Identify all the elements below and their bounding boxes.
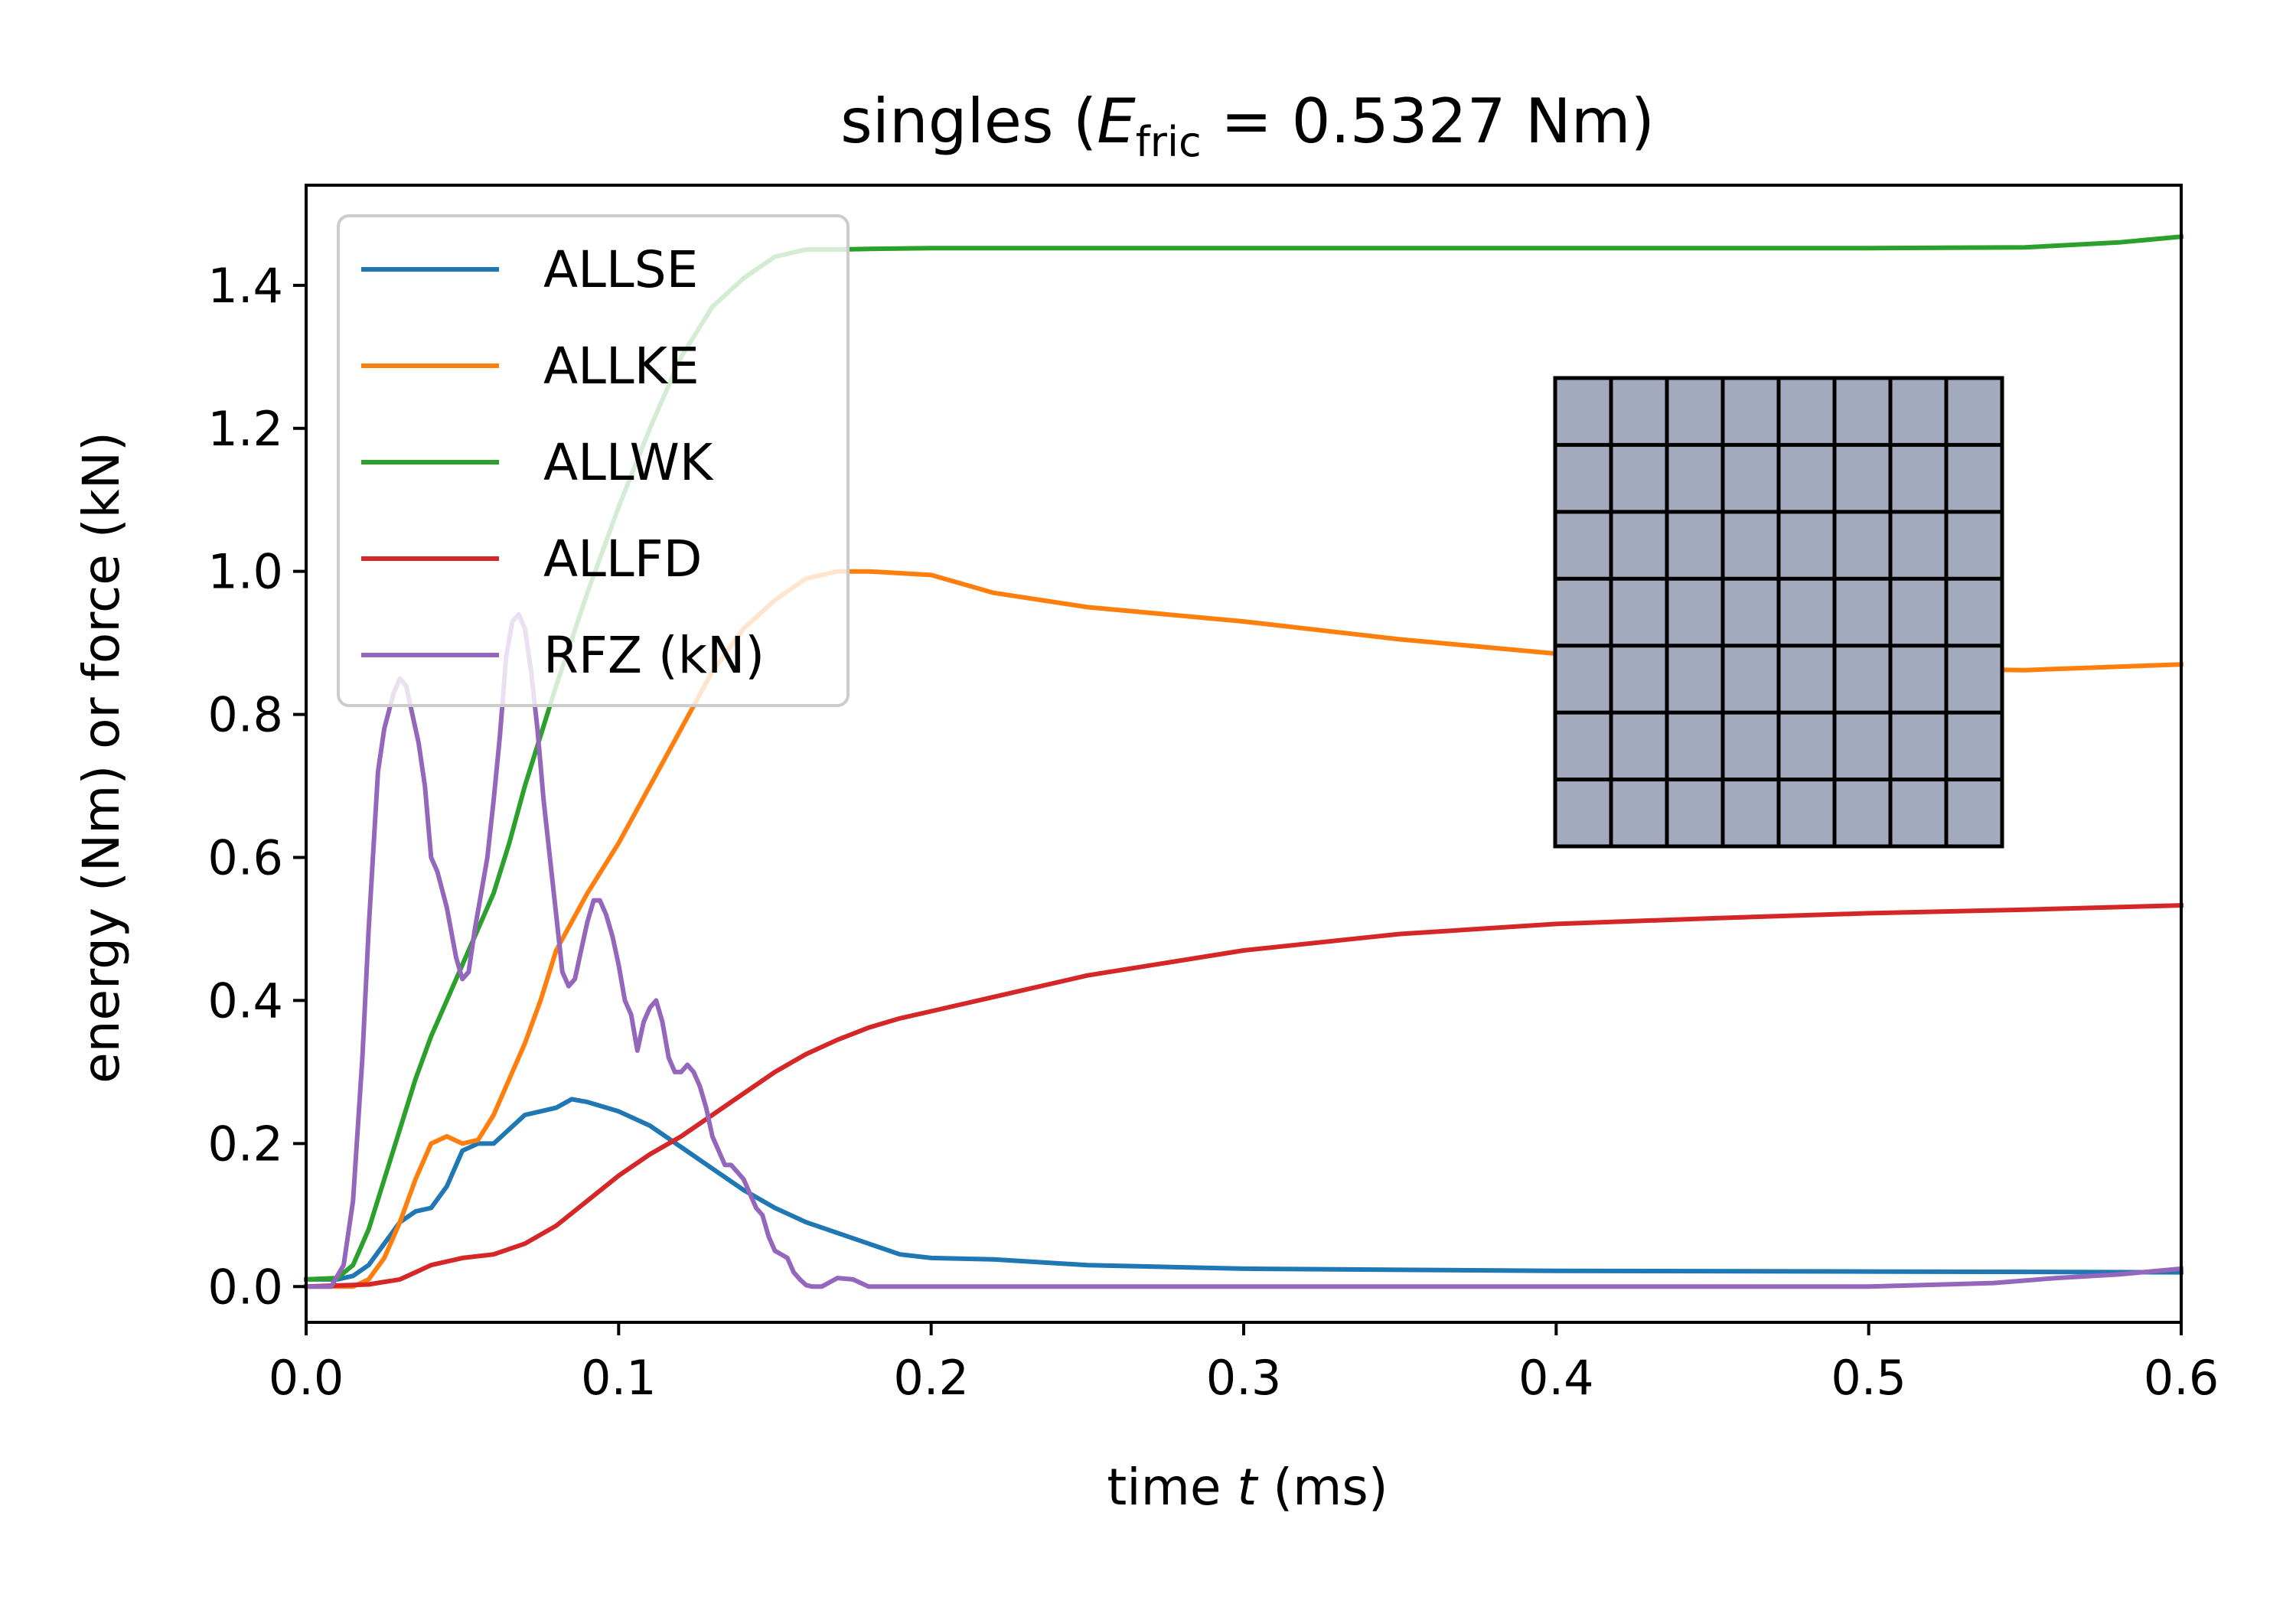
- x-axis-label-suffix: (ms): [1257, 1458, 1388, 1517]
- x-tick-label: 0.3: [1206, 1350, 1282, 1406]
- y-tick-label: 1.2: [207, 401, 283, 457]
- legend-label: ALLKE: [543, 337, 700, 396]
- x-tick-label: 0.6: [2144, 1350, 2219, 1406]
- legend-box: [337, 214, 850, 707]
- y-tick-label: 1.0: [207, 544, 283, 600]
- chart-title-prefix: singles (: [840, 86, 1097, 157]
- x-tick-label: 0.1: [581, 1350, 657, 1406]
- chart-title-symbol: E: [1097, 86, 1136, 157]
- y-axis-label: energy (Nm) or force (kN): [72, 432, 131, 1084]
- x-tick-label: 0.0: [269, 1350, 344, 1406]
- x-tick-label: 0.5: [1831, 1350, 1906, 1406]
- y-tick-label: 1.4: [207, 258, 283, 314]
- legend-label: ALLSE: [543, 240, 698, 299]
- series-line-2: [304, 569, 2184, 1289]
- inset-mesh: [1553, 376, 2004, 849]
- chart-title-subscript: fric: [1136, 118, 1202, 166]
- x-tick-label: 0.4: [1518, 1350, 1594, 1406]
- legend-label: ALLFD: [543, 530, 702, 588]
- x-axis-label-prefix: time: [1107, 1458, 1237, 1517]
- x-axis-label: time t (ms): [1107, 1458, 1388, 1517]
- legend-label: RFZ (kN): [543, 626, 765, 685]
- legend-label: ALLWK: [543, 433, 714, 492]
- legend: ALLSE ALLKE ALLWK ALLFD RFZ (kN): [337, 214, 850, 707]
- y-tick-label: 0.8: [207, 687, 283, 743]
- y-tick-label: 0.2: [207, 1116, 283, 1172]
- x-tick-label: 0.2: [893, 1350, 969, 1406]
- x-axis-label-variable: t: [1238, 1458, 1259, 1517]
- chart-title: singles (Efric = 0.5327 Nm): [840, 86, 1655, 166]
- y-tick-label: 0.0: [207, 1259, 283, 1315]
- y-tick-label: 0.6: [207, 830, 283, 886]
- series-line-5: [304, 611, 2184, 1289]
- y-tick-label: 0.4: [207, 973, 283, 1028]
- series-line-4: [303, 903, 2184, 1289]
- y-axis: 0.0 0.2 0.4 0.6 0.8 1.0 1.2 1.4: [207, 258, 306, 1315]
- x-axis: 0.0 0.1 0.2 0.3 0.4 0.5 0.6: [269, 1322, 2219, 1406]
- chart-title-suffix: = 0.5327 Nm): [1202, 86, 1655, 157]
- series-line-1: [304, 1097, 2184, 1282]
